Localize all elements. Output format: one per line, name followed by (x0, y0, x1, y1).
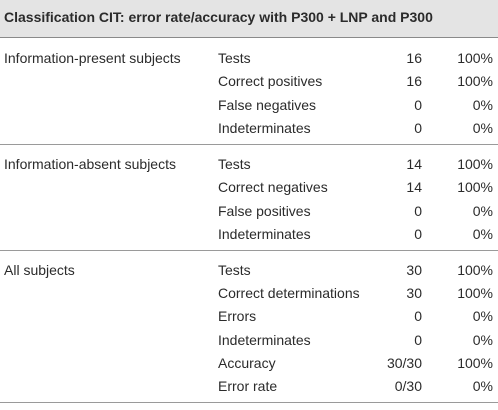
row-label: Correct positives (218, 73, 323, 90)
count: 0/30 (394, 378, 422, 395)
percent: 0% (472, 119, 493, 136)
count: 0 (414, 202, 422, 219)
count: 16 (406, 73, 422, 90)
count: 30 (406, 285, 422, 302)
percent: 100% (457, 50, 493, 66)
percent: 100% (457, 73, 493, 90)
count: 0 (414, 331, 422, 348)
row-label: Accuracy (218, 355, 276, 371)
group-separator (0, 143, 498, 145)
count: 14 (406, 179, 422, 196)
row-label: Tests (218, 50, 251, 66)
row-label: Correct determinations (218, 285, 360, 302)
table-title: Classification CIT: error rate/accuracy … (4, 9, 433, 25)
percent: 100% (457, 179, 493, 196)
table-bottom-rule (0, 402, 498, 404)
count: 30 (406, 261, 422, 278)
percent: 100% (457, 155, 493, 172)
count: 0 (414, 225, 422, 242)
row-label: Indeterminates (218, 331, 311, 348)
row-label: Indeterminates (218, 225, 311, 242)
percent: 0% (472, 378, 493, 395)
percent: 100% (457, 355, 493, 371)
count: 30/30 (386, 355, 422, 371)
count: 0 (414, 96, 422, 113)
row-label: Tests (218, 155, 251, 172)
count: 0 (414, 308, 422, 325)
row-label: False positives (218, 202, 311, 219)
table-header: Classification CIT: error rate/accuracy … (0, 0, 498, 38)
count: 14 (406, 155, 422, 172)
group-label: Information-present subjects (4, 50, 181, 66)
percent: 100% (457, 285, 493, 302)
percent: 0% (472, 331, 493, 348)
percent: 0% (472, 225, 493, 242)
percent: 100% (457, 261, 493, 278)
percent: 0% (472, 96, 493, 113)
percent: 0% (472, 202, 493, 219)
row-label: Correct negatives (218, 179, 328, 196)
row-label: False negatives (218, 96, 317, 113)
group-separator (0, 249, 498, 251)
group-label: All subjects (4, 261, 75, 278)
row-label: Indeterminates (218, 119, 311, 136)
count: 0 (414, 119, 422, 136)
row-label: Tests (218, 261, 251, 278)
row-label: Errors (218, 308, 257, 325)
group-label: Information-absent subjects (4, 155, 176, 172)
percent: 0% (472, 308, 493, 325)
row-label: Error rate (218, 378, 278, 395)
count: 16 (406, 50, 422, 66)
